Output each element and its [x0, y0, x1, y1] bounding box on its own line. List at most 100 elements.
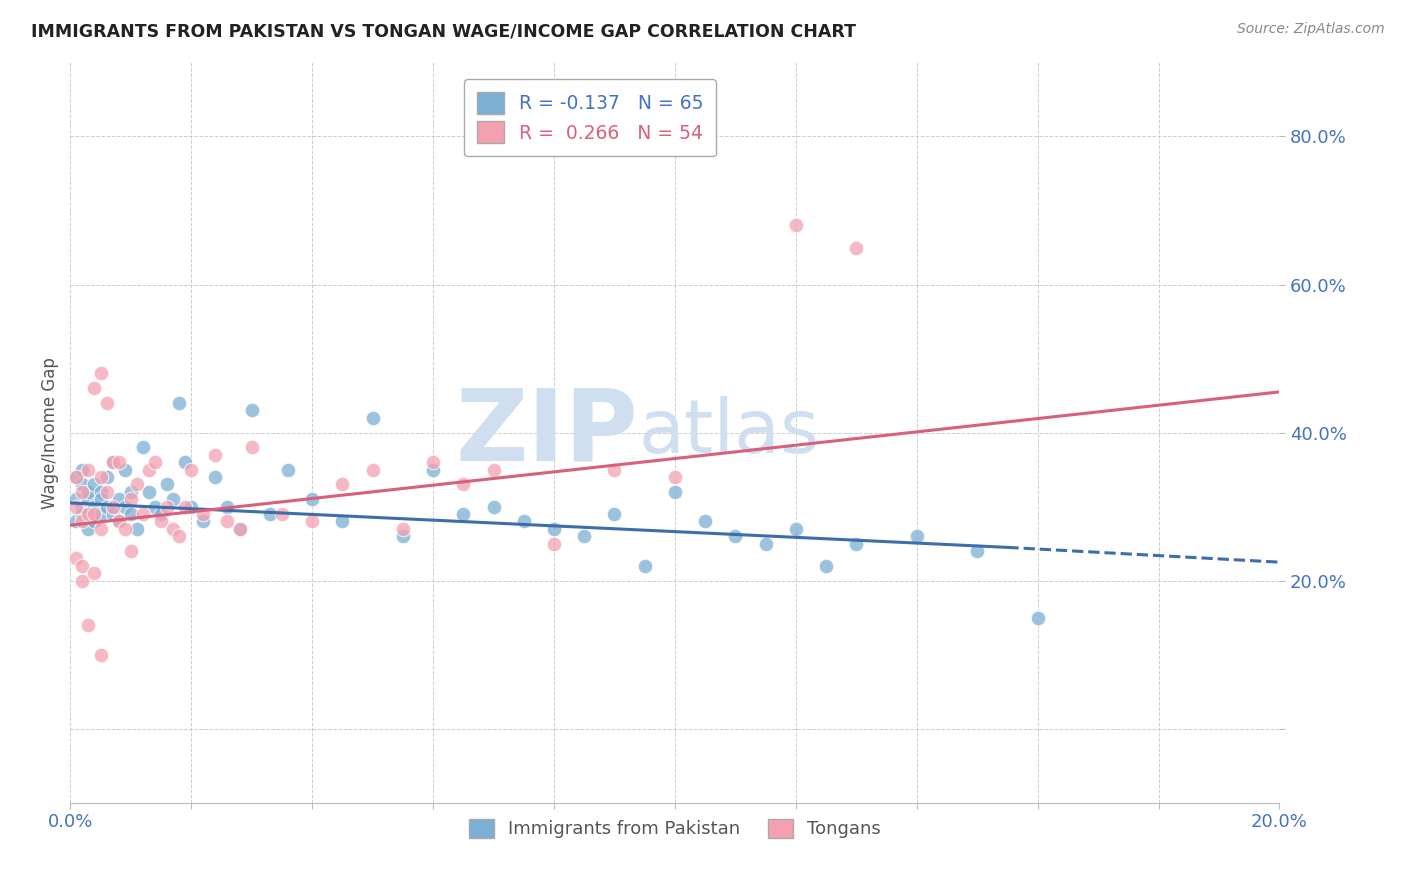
- Point: [138, 462, 160, 476]
- Point: [65, 500, 87, 514]
- Point: [603, 462, 626, 476]
- Point: [77, 522, 100, 536]
- Legend: Immigrants from Pakistan, Tongans: Immigrants from Pakistan, Tongans: [461, 812, 889, 846]
- Point: [132, 441, 155, 455]
- Point: [332, 515, 354, 529]
- Point: [101, 455, 124, 469]
- Point: [83, 507, 105, 521]
- Point: [259, 507, 281, 521]
- Point: [240, 441, 263, 455]
- Point: [204, 470, 226, 484]
- Point: [228, 522, 250, 536]
- Point: [361, 410, 384, 425]
- Point: [277, 462, 299, 476]
- Point: [754, 536, 776, 550]
- Point: [107, 515, 129, 529]
- Point: [664, 470, 686, 484]
- Point: [143, 455, 166, 469]
- Point: [217, 500, 239, 514]
- Point: [72, 484, 94, 499]
- Point: [77, 484, 100, 499]
- Point: [90, 367, 111, 381]
- Point: [391, 522, 415, 536]
- Point: [72, 500, 94, 514]
- Point: [96, 396, 118, 410]
- Point: [125, 477, 148, 491]
- Point: [574, 529, 596, 543]
- Point: [83, 381, 105, 395]
- Point: [120, 492, 142, 507]
- Point: [65, 515, 87, 529]
- Point: [90, 492, 111, 507]
- Point: [114, 500, 136, 514]
- Point: [83, 477, 105, 491]
- Point: [391, 529, 415, 543]
- Point: [815, 558, 838, 573]
- Point: [845, 240, 868, 255]
- Point: [72, 515, 94, 529]
- Point: [228, 522, 250, 536]
- Point: [114, 462, 136, 476]
- Point: [156, 477, 179, 491]
- Point: [150, 515, 172, 529]
- Y-axis label: Wage/Income Gap: Wage/Income Gap: [41, 357, 59, 508]
- Point: [65, 492, 87, 507]
- Point: [90, 470, 111, 484]
- Point: [125, 522, 148, 536]
- Point: [180, 500, 202, 514]
- Point: [96, 484, 118, 499]
- Point: [240, 403, 263, 417]
- Point: [90, 484, 111, 499]
- Point: [966, 544, 988, 558]
- Point: [167, 529, 190, 543]
- Point: [72, 574, 94, 588]
- Point: [193, 507, 215, 521]
- Point: [785, 219, 807, 233]
- Point: [167, 396, 190, 410]
- Point: [174, 455, 197, 469]
- Point: [83, 566, 105, 581]
- Point: [101, 507, 124, 521]
- Point: [138, 484, 160, 499]
- Point: [107, 455, 129, 469]
- Point: [83, 515, 105, 529]
- Point: [845, 536, 868, 550]
- Point: [90, 522, 111, 536]
- Point: [603, 507, 626, 521]
- Point: [422, 455, 444, 469]
- Point: [120, 507, 142, 521]
- Point: [90, 507, 111, 521]
- Point: [120, 544, 142, 558]
- Point: [96, 470, 118, 484]
- Point: [453, 507, 475, 521]
- Point: [83, 500, 105, 514]
- Point: [332, 477, 354, 491]
- Point: [785, 522, 807, 536]
- Point: [96, 500, 118, 514]
- Point: [724, 529, 747, 543]
- Text: Source: ZipAtlas.com: Source: ZipAtlas.com: [1237, 22, 1385, 37]
- Point: [422, 462, 444, 476]
- Point: [143, 500, 166, 514]
- Point: [543, 522, 565, 536]
- Point: [77, 492, 100, 507]
- Point: [453, 477, 475, 491]
- Point: [77, 618, 100, 632]
- Point: [174, 500, 197, 514]
- Point: [193, 515, 215, 529]
- Point: [65, 470, 87, 484]
- Point: [101, 500, 124, 514]
- Point: [132, 507, 155, 521]
- Point: [482, 462, 505, 476]
- Point: [107, 515, 129, 529]
- Point: [77, 462, 100, 476]
- Point: [905, 529, 928, 543]
- Point: [120, 484, 142, 499]
- Text: IMMIGRANTS FROM PAKISTAN VS TONGAN WAGE/INCOME GAP CORRELATION CHART: IMMIGRANTS FROM PAKISTAN VS TONGAN WAGE/…: [31, 22, 856, 40]
- Point: [72, 477, 94, 491]
- Point: [664, 484, 686, 499]
- Point: [107, 492, 129, 507]
- Point: [162, 492, 184, 507]
- Text: atlas: atlas: [638, 396, 820, 469]
- Point: [77, 507, 100, 521]
